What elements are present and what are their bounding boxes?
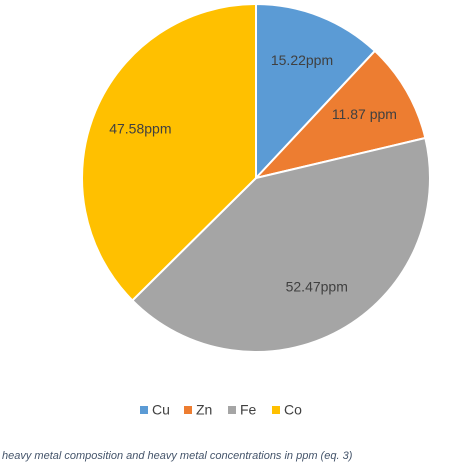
legend-label: Zn xyxy=(196,402,212,418)
legend-swatch xyxy=(228,406,236,414)
legend-swatch xyxy=(140,406,148,414)
caption: heavy metal composition and heavy metal … xyxy=(2,450,353,462)
pie-slice xyxy=(255,2,377,181)
legend-swatch xyxy=(272,406,280,414)
data-label: 11.87 ppm xyxy=(332,106,397,122)
pie-slice xyxy=(253,49,427,180)
pie-slice xyxy=(130,136,431,353)
data-label: 47.58ppm xyxy=(109,120,171,136)
pie-slice xyxy=(81,2,257,302)
data-label: 52.47ppm xyxy=(286,278,348,294)
data-label: 15.22ppm xyxy=(271,52,333,68)
legend-swatch xyxy=(184,406,192,414)
legend-label: Co xyxy=(284,402,302,418)
legend-label: Fe xyxy=(240,402,257,418)
legend-label: Cu xyxy=(152,402,170,418)
